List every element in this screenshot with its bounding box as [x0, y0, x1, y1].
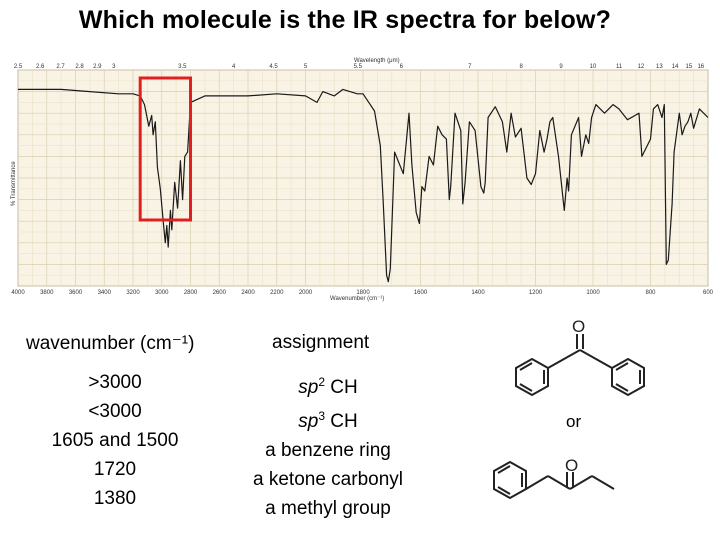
- assignment-row: a methyl group: [265, 498, 391, 519]
- molecule-structures: O O: [493, 317, 645, 500]
- wavenumber-row: <3000: [88, 401, 142, 422]
- top-tick-label: 4: [232, 64, 236, 70]
- x-tick-label: 3600: [69, 290, 83, 296]
- top-axis-ticks: 2.5 2.6 2.7 2.8 2.9 3 3.5 4 4.5 5 5.5 6 7 8 9 10 11 12 13 1…: [14, 64, 705, 70]
- top-tick-label: 9: [559, 64, 563, 70]
- assignment-row: a benzene ring: [265, 440, 391, 461]
- top-tick-label: 2.9: [93, 64, 102, 70]
- top-tick-label: 12: [638, 64, 645, 70]
- x-tick-label: 1000: [586, 290, 600, 296]
- top-tick-label: 2.6: [36, 64, 45, 70]
- wavenumber-row: 1380: [93, 488, 137, 509]
- top-tick-label: 2.7: [56, 64, 65, 70]
- assignment-column-header: assignment: [272, 332, 370, 353]
- x-tick-label: 2400: [241, 290, 255, 296]
- carbonyl-oxygen-label: O: [572, 317, 585, 336]
- ir-spectrum-chart: 2.5 2.6 2.7 2.8 2.9 3 3.5 4 4.5 5 5.5 6 7 8 9 10 11 12 13 1…: [11, 58, 714, 302]
- top-tick-label: 6: [400, 64, 404, 70]
- y-axis-label: % Transmittance: [11, 161, 17, 206]
- phenylbutanone-structure: [493, 460, 615, 500]
- top-tick-label: 3: [112, 64, 116, 70]
- chart-grid: [17, 69, 709, 287]
- x-tick-label: 2600: [213, 290, 227, 296]
- wavenumber-row: 1605 and 1500: [51, 430, 179, 451]
- top-tick-label: 10: [590, 64, 597, 70]
- x-tick-label: 3800: [40, 290, 54, 296]
- top-axis-label: Wavelength (μm): [354, 58, 400, 64]
- x-tick-label: 3000: [155, 290, 169, 296]
- wavenumber-column: >3000 <3000 1605 and 1500 1720 1380: [20, 368, 210, 513]
- x-tick-label: 3400: [98, 290, 112, 296]
- wavenumber-row: >3000: [88, 372, 142, 393]
- wavenumber-column-header: wavenumber (cm⁻¹): [26, 333, 195, 354]
- x-tick-label: 2800: [184, 290, 198, 296]
- top-tick-label: 3.5: [178, 64, 187, 70]
- x-tick-label: 2000: [299, 290, 313, 296]
- x-tick-label: 1400: [471, 290, 485, 296]
- slide-title: Which molecule is the IR spectra for bel…: [78, 6, 612, 34]
- top-tick-label: 8: [519, 64, 523, 70]
- assignment-row: a ketone carbonyl: [253, 469, 403, 490]
- highlight-box: [138, 76, 192, 222]
- top-tick-label: 11: [616, 64, 623, 70]
- bottom-axis-ticks: 4000 3800 3600 3400 3200 3000 2800 2600 2400 2200…: [11, 290, 713, 296]
- x-axis-label: Wavenumber (cm⁻¹): [330, 296, 384, 302]
- top-tick-label: 5.5: [354, 64, 363, 70]
- top-tick-label: 15: [685, 64, 692, 70]
- x-tick-label: 2200: [270, 290, 284, 296]
- top-tick-label: 13: [656, 64, 663, 70]
- assignment-column: sp2 CH sp3 CH a benzene ring a ketone ca…: [228, 368, 428, 523]
- top-tick-label: 4.5: [269, 64, 278, 70]
- top-tick-label: 14: [672, 64, 679, 70]
- x-tick-label: 600: [703, 290, 714, 296]
- wavenumber-row: 1720: [93, 459, 137, 480]
- or-label: or: [566, 412, 582, 431]
- assignment-row: sp2 CH: [298, 375, 358, 398]
- top-tick-label: 7: [468, 64, 472, 70]
- x-tick-label: 800: [645, 290, 656, 296]
- x-tick-label: 1200: [529, 290, 543, 296]
- top-tick-label: 2.5: [14, 64, 23, 70]
- ketone-oxygen-label: O: [565, 456, 578, 475]
- benzophenone-structure: [515, 334, 645, 397]
- x-tick-label: 1600: [414, 290, 428, 296]
- spectrum-trace: [18, 88, 709, 283]
- top-tick-label: 16: [697, 64, 704, 70]
- x-tick-label: 1800: [356, 290, 370, 296]
- x-tick-label: 4000: [11, 290, 25, 296]
- top-tick-label: 5: [304, 64, 308, 70]
- assignment-row: sp3 CH: [298, 409, 358, 432]
- x-tick-label: 3200: [126, 290, 140, 296]
- top-tick-label: 2.8: [75, 64, 84, 70]
